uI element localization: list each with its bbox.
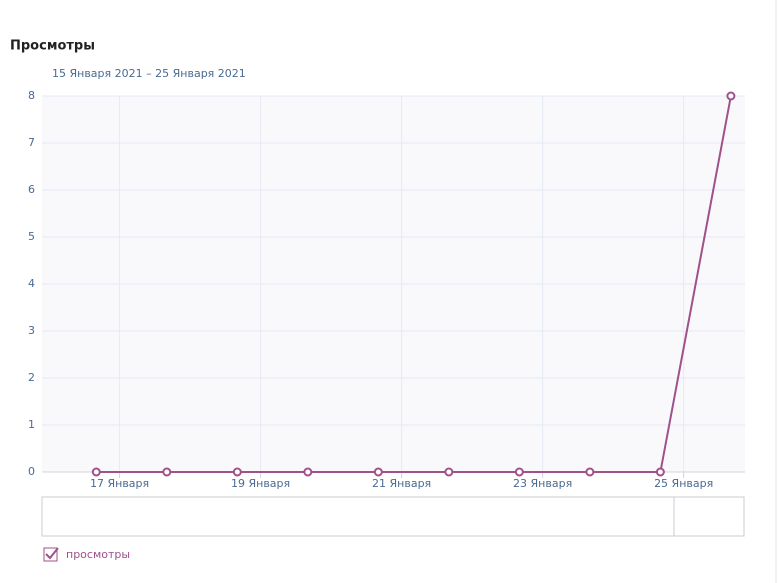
legend-label: просмотры: [66, 548, 130, 561]
x-tick-label: 21 Января: [372, 477, 431, 490]
data-point: [232, 467, 242, 477]
y-tick-label: 2: [28, 371, 35, 384]
chart-title: Просмотры: [10, 39, 95, 54]
data-point: [162, 467, 172, 477]
legend-check: [45, 547, 59, 560]
x-tick-label: 25 Января: [654, 477, 713, 490]
data-point: [655, 467, 665, 477]
legend-item[interactable]: [43, 547, 59, 562]
navigator-selection[interactable]: [673, 496, 745, 537]
y-tick-label: 3: [28, 324, 35, 337]
data-point: [514, 467, 524, 477]
data-point: [444, 467, 454, 477]
y-tick-label: 5: [28, 230, 35, 243]
chart-subtitle: 15 Января 2021 – 25 Января 2021: [52, 67, 246, 80]
y-tick-label: 8: [28, 89, 35, 102]
data-point: [303, 467, 313, 477]
x-tick-label: 17 Января: [90, 477, 149, 490]
y-tick-label: 4: [28, 277, 35, 290]
navigator[interactable]: [41, 496, 745, 537]
y-tick-label: 7: [28, 136, 35, 149]
series-line: [96, 95, 732, 473]
legend-checkbox[interactable]: [43, 547, 58, 562]
data-point: [726, 91, 736, 101]
y-tick-label: 1: [28, 418, 35, 431]
data-point: [373, 467, 383, 477]
x-tick-label: 19 Января: [231, 477, 290, 490]
y-tick-label: 0: [28, 465, 35, 478]
data-point: [585, 467, 595, 477]
data-point: [91, 467, 101, 477]
y-tick-label: 6: [28, 183, 35, 196]
x-tick-label: 23 Января: [513, 477, 572, 490]
